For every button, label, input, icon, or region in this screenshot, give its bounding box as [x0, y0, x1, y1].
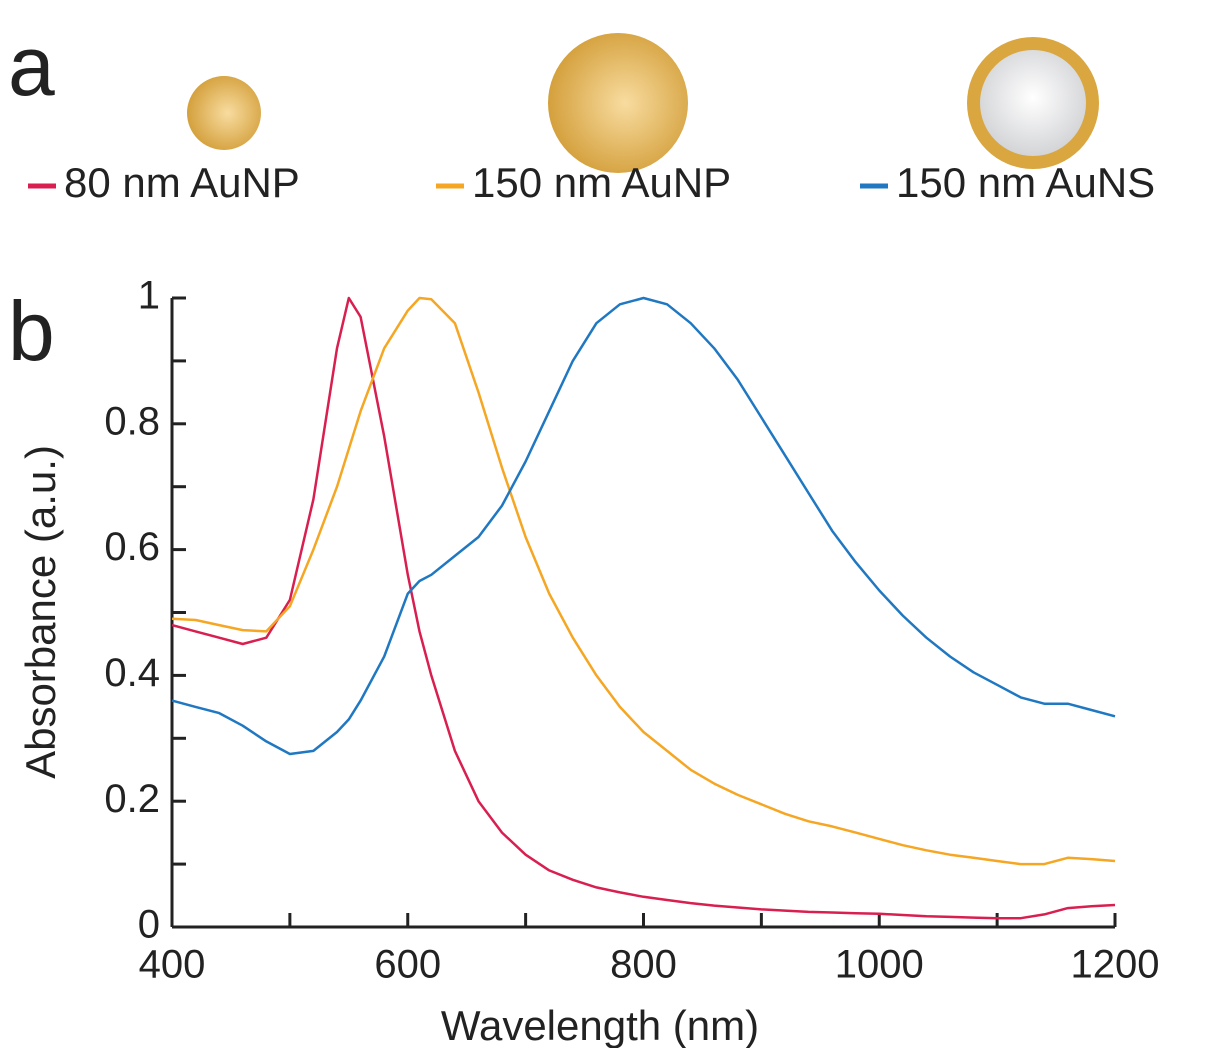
data-line — [172, 298, 1115, 918]
y-tick-label: 1 — [138, 274, 160, 318]
figure: a b Wavelength (nm) Absorbance (a.u.) 40… — [0, 0, 1220, 1048]
legend-label: 80 nm AuNP — [64, 159, 300, 206]
x-tick-label: 600 — [374, 943, 441, 987]
legend-label: 150 nm AuNS — [896, 159, 1155, 206]
y-axis-title: Absorbance (a.u.) — [17, 445, 64, 779]
x-tick-label: 1200 — [1071, 943, 1160, 987]
x-tick-label: 400 — [139, 943, 206, 987]
x-tick-label: 800 — [610, 943, 677, 987]
nanoparticle-icon — [548, 33, 688, 173]
x-tick-label: 1000 — [835, 943, 924, 987]
y-tick-label: 0.6 — [104, 525, 160, 569]
data-line — [172, 298, 1115, 754]
page: {"panel_labels": ["a", "b"], "chart_data… — [0, 0, 1220, 1048]
panel-label: b — [8, 284, 55, 378]
panel-label: a — [8, 19, 55, 113]
x-axis-title: Wavelength (nm) — [441, 1002, 759, 1048]
nanoparticle-icon — [187, 76, 261, 150]
y-tick-label: 0.2 — [104, 777, 160, 821]
legend-label: 150 nm AuNP — [472, 159, 731, 206]
y-tick-label: 0 — [138, 903, 160, 947]
nanoshell-core — [980, 50, 1086, 156]
y-tick-label: 0.4 — [104, 651, 160, 695]
data-line — [172, 298, 1115, 864]
y-tick-label: 0.8 — [104, 399, 160, 443]
